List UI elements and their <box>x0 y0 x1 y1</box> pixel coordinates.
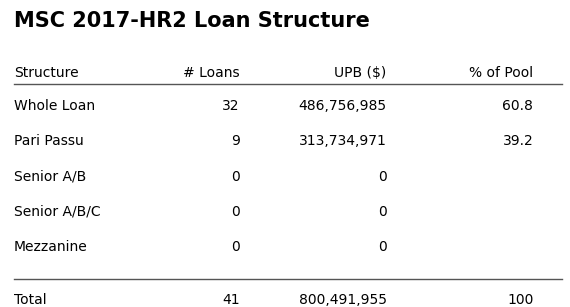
Text: 32: 32 <box>222 99 240 113</box>
Text: Pari Passu: Pari Passu <box>14 134 84 148</box>
Text: 0: 0 <box>378 240 386 255</box>
Text: 100: 100 <box>507 293 534 307</box>
Text: UPB ($): UPB ($) <box>335 66 386 80</box>
Text: 313,734,971: 313,734,971 <box>299 134 386 148</box>
Text: Structure: Structure <box>14 66 79 80</box>
Text: 39.2: 39.2 <box>503 134 534 148</box>
Text: 486,756,985: 486,756,985 <box>299 99 386 113</box>
Text: 800,491,955: 800,491,955 <box>299 293 386 307</box>
Text: Senior A/B/C: Senior A/B/C <box>14 205 101 219</box>
Text: Total: Total <box>14 293 47 307</box>
Text: 60.8: 60.8 <box>503 99 534 113</box>
Text: 0: 0 <box>378 205 386 219</box>
Text: % of Pool: % of Pool <box>469 66 534 80</box>
Text: Whole Loan: Whole Loan <box>14 99 95 113</box>
Text: 0: 0 <box>378 169 386 184</box>
Text: 41: 41 <box>222 293 240 307</box>
Text: 0: 0 <box>231 169 240 184</box>
Text: 0: 0 <box>231 205 240 219</box>
Text: Mezzanine: Mezzanine <box>14 240 88 255</box>
Text: Senior A/B: Senior A/B <box>14 169 86 184</box>
Text: 0: 0 <box>231 240 240 255</box>
Text: MSC 2017-HR2 Loan Structure: MSC 2017-HR2 Loan Structure <box>14 11 370 31</box>
Text: 9: 9 <box>231 134 240 148</box>
Text: # Loans: # Loans <box>183 66 240 80</box>
